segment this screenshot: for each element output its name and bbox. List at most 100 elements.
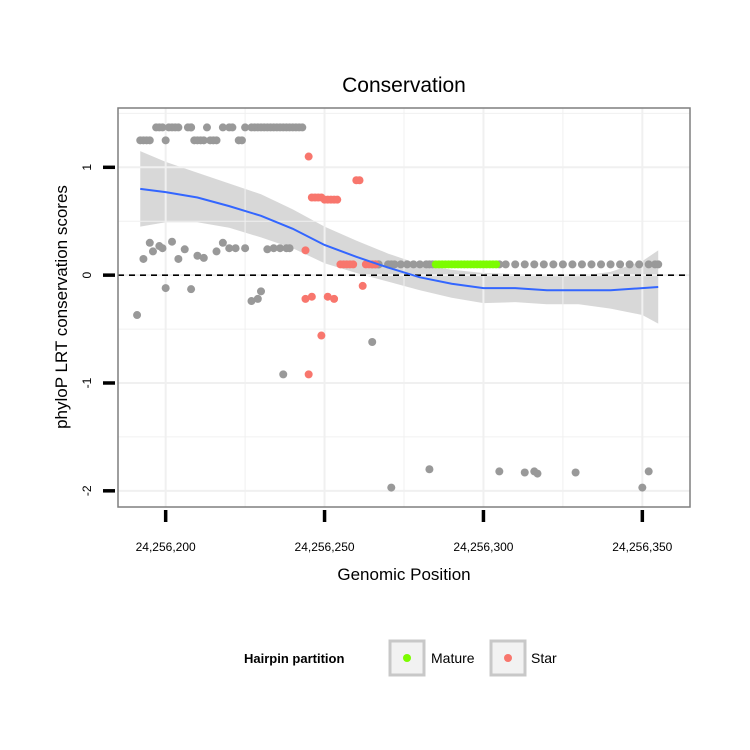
point-other bbox=[654, 260, 663, 269]
point-other bbox=[495, 467, 504, 476]
legend-title: Hairpin partition bbox=[244, 651, 344, 666]
point-other bbox=[298, 123, 307, 132]
point-other bbox=[257, 287, 265, 296]
point-other bbox=[549, 260, 558, 269]
point-star bbox=[330, 294, 339, 303]
legend: Hairpin partition Mature Star bbox=[244, 639, 557, 677]
point-other bbox=[231, 244, 240, 253]
point-other bbox=[161, 136, 170, 145]
legend-label-star: Star bbox=[531, 650, 557, 666]
point-star bbox=[304, 370, 313, 379]
point-other bbox=[597, 260, 606, 269]
point-other bbox=[425, 465, 434, 474]
point-other bbox=[520, 260, 529, 269]
point-other bbox=[606, 260, 615, 269]
point-other bbox=[225, 244, 234, 253]
point-star bbox=[307, 292, 316, 301]
point-other bbox=[199, 136, 208, 145]
point-star bbox=[317, 331, 326, 340]
grid-layer bbox=[118, 108, 690, 507]
point-other bbox=[202, 123, 211, 132]
point-other bbox=[571, 468, 580, 477]
x-tick-label: 24,256,200 bbox=[136, 540, 196, 554]
point-other bbox=[253, 294, 262, 303]
point-other bbox=[187, 123, 196, 132]
point-other bbox=[577, 260, 586, 269]
point-star bbox=[301, 294, 310, 303]
point-other bbox=[390, 260, 399, 269]
point-other bbox=[145, 136, 154, 145]
point-other bbox=[415, 260, 424, 269]
y-tick-label: 1 bbox=[80, 164, 94, 171]
point-other bbox=[158, 244, 167, 253]
smooth-line bbox=[140, 187, 659, 292]
points-layer bbox=[133, 123, 663, 492]
point-other bbox=[279, 370, 288, 379]
point-other bbox=[644, 467, 653, 476]
legend-swatch-mature bbox=[403, 654, 411, 662]
legend-label-mature: Mature bbox=[431, 650, 475, 666]
x-axis: 24,256,200 24,256,250 24,256,300 24,256,350 bbox=[136, 510, 673, 554]
point-other bbox=[237, 136, 246, 145]
point-other bbox=[285, 244, 294, 253]
point-other bbox=[409, 260, 418, 269]
plot-border bbox=[117, 107, 691, 508]
x-axis-title: Genomic Position bbox=[337, 565, 470, 584]
point-other bbox=[625, 260, 634, 269]
point-other bbox=[241, 244, 250, 253]
point-star bbox=[323, 292, 332, 301]
point-other bbox=[168, 237, 177, 246]
point-other bbox=[174, 254, 183, 263]
point-mature bbox=[492, 260, 501, 269]
x-tick-label: 24,256,350 bbox=[612, 540, 672, 554]
point-star bbox=[301, 246, 310, 255]
point-other bbox=[520, 468, 529, 477]
point-other bbox=[212, 247, 221, 256]
confidence-band-layer bbox=[140, 151, 659, 324]
point-other bbox=[228, 123, 237, 132]
y-tick-label: 0 bbox=[80, 271, 94, 278]
point-star bbox=[349, 260, 358, 269]
y-tick-label: -2 bbox=[80, 485, 94, 496]
point-star bbox=[333, 195, 342, 204]
point-other bbox=[530, 260, 539, 269]
point-other bbox=[161, 284, 170, 293]
point-other bbox=[368, 338, 377, 347]
point-other bbox=[558, 260, 567, 269]
point-other bbox=[387, 483, 396, 492]
point-other bbox=[263, 245, 272, 254]
point-other bbox=[568, 260, 577, 269]
point-other bbox=[276, 244, 285, 253]
point-other bbox=[158, 123, 167, 132]
point-other bbox=[501, 260, 510, 269]
point-other bbox=[241, 123, 250, 132]
point-other bbox=[193, 251, 202, 260]
point-other bbox=[212, 136, 221, 145]
point-other bbox=[587, 260, 596, 269]
y-axis: -2 -1 0 1 bbox=[80, 164, 115, 496]
point-other bbox=[218, 238, 227, 247]
confidence-band bbox=[140, 151, 659, 324]
x-tick-label: 24,256,250 bbox=[295, 540, 355, 554]
point-other bbox=[396, 260, 405, 269]
point-other bbox=[180, 245, 189, 254]
point-star bbox=[304, 152, 313, 161]
legend-swatch-star bbox=[504, 654, 512, 662]
point-other bbox=[635, 260, 644, 269]
chart-title: Conservation bbox=[342, 74, 466, 97]
point-other bbox=[533, 469, 542, 478]
point-other bbox=[148, 247, 157, 256]
point-other bbox=[247, 297, 256, 306]
y-tick-label: -1 bbox=[80, 377, 94, 388]
y-axis-title: phyloP LRT conservation scores bbox=[52, 185, 71, 429]
point-other bbox=[638, 483, 647, 492]
point-other bbox=[511, 260, 520, 269]
point-other bbox=[145, 238, 154, 247]
x-tick-label: 24,256,300 bbox=[453, 540, 513, 554]
point-other bbox=[174, 123, 183, 132]
smooth-layer bbox=[140, 187, 659, 292]
point-star bbox=[358, 281, 367, 290]
point-star bbox=[355, 176, 364, 185]
point-other bbox=[644, 260, 653, 269]
